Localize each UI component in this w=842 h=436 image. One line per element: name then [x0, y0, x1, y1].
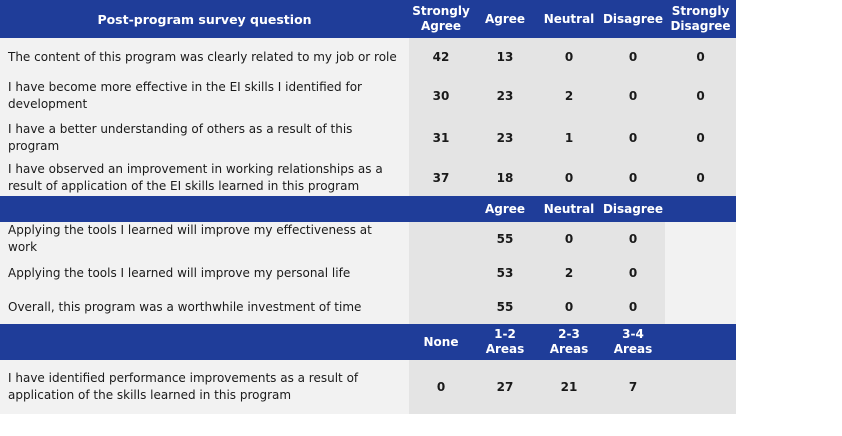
- strongly-disagree-value: 0: [665, 116, 736, 160]
- table-row: The content of this program was clearly …: [0, 38, 736, 76]
- neutral-header: Neutral: [543, 11, 595, 26]
- strongly-disagree-value: 0: [665, 38, 736, 76]
- empty-cell: [409, 222, 473, 256]
- strongly-agree-value: 42: [409, 38, 473, 76]
- question-text: I have a better understanding of others …: [8, 122, 353, 153]
- section3-header-row: None 1-2 Areas 2-3 Areas 3-4 Areas: [0, 324, 736, 360]
- table-row: Applying the tools I learned will improv…: [0, 256, 736, 290]
- strongly-agree-value: 30: [409, 76, 473, 116]
- table-row: I have observed an improvement in workin…: [0, 160, 736, 196]
- neutral-value: 1: [537, 116, 601, 160]
- agree-value: 18: [473, 160, 537, 196]
- neutral-value: 2: [537, 256, 601, 290]
- 2-3-areas-value: 21: [537, 360, 601, 414]
- disagree-header: Disagree: [602, 11, 664, 26]
- disagree-value: 0: [601, 290, 665, 324]
- question-text: Applying the tools I learned will improv…: [8, 265, 351, 280]
- question-text: Applying the tools I learned will improv…: [8, 223, 372, 254]
- disagree-value: 0: [601, 160, 665, 196]
- strongly-agree-value: 37: [409, 160, 473, 196]
- agree-value: 55: [473, 290, 537, 324]
- agree-value: 23: [473, 76, 537, 116]
- disagree-value: 0: [601, 222, 665, 256]
- neutral-value: 0: [537, 38, 601, 76]
- empty-cell: [409, 290, 473, 324]
- survey-results-table: Post-program survey question Strongly Ag…: [0, 0, 736, 414]
- question-text: I have identified performance improvemen…: [8, 371, 359, 402]
- 2-3-areas-header: 2-3 Areas: [549, 327, 589, 356]
- empty-cell: [665, 256, 736, 290]
- question-text: The content of this program was clearly …: [8, 49, 397, 64]
- none-header: None: [423, 334, 459, 349]
- strongly-agree-header: Strongly Agree: [412, 4, 470, 33]
- header-spacer: [665, 196, 736, 222]
- agree-value: 53: [473, 256, 537, 290]
- header-spacer: [665, 324, 736, 360]
- disagree-header: Disagree: [602, 201, 664, 216]
- table-row: Overall, this program was a worthwhile i…: [0, 290, 736, 324]
- question-text: I have become more effective in the EI s…: [8, 80, 362, 111]
- disagree-value: 0: [601, 256, 665, 290]
- neutral-value: 0: [537, 160, 601, 196]
- neutral-value: 2: [537, 76, 601, 116]
- disagree-value: 0: [601, 116, 665, 160]
- empty-cell: [409, 256, 473, 290]
- header-spacer: [0, 324, 409, 360]
- agree-header: Agree: [484, 11, 526, 26]
- table-row: I have identified performance improvemen…: [0, 360, 736, 414]
- table-row: I have a better understanding of others …: [0, 116, 736, 160]
- strongly-disagree-header: Strongly Disagree: [670, 4, 731, 33]
- question-text: I have observed an improvement in workin…: [8, 162, 383, 193]
- empty-cell: [665, 360, 736, 414]
- section1-header-row: Post-program survey question Strongly Ag…: [0, 0, 736, 38]
- header-spacer: [409, 196, 473, 222]
- empty-cell: [665, 290, 736, 324]
- table-row: Applying the tools I learned will improv…: [0, 222, 736, 256]
- disagree-value: 0: [601, 38, 665, 76]
- none-value: 0: [409, 360, 473, 414]
- question-text: Overall, this program was a worthwhile i…: [8, 299, 362, 314]
- 1-2-areas-value: 27: [473, 360, 537, 414]
- strongly-agree-value: 31: [409, 116, 473, 160]
- agree-value: 55: [473, 222, 537, 256]
- 1-2-areas-header: 1-2 Areas: [485, 327, 525, 356]
- empty-cell: [665, 222, 736, 256]
- strongly-disagree-value: 0: [665, 76, 736, 116]
- agree-header: Agree: [484, 201, 526, 216]
- header-spacer: [0, 196, 409, 222]
- question-column-header: Post-program survey question: [97, 11, 312, 27]
- neutral-value: 0: [537, 222, 601, 256]
- disagree-value: 0: [601, 76, 665, 116]
- 3-4-areas-header: 3-4 Areas: [613, 327, 653, 356]
- 3-4-areas-value: 7: [601, 360, 665, 414]
- neutral-value: 0: [537, 290, 601, 324]
- agree-value: 23: [473, 116, 537, 160]
- section2-header-row: Agree Neutral Disagree: [0, 196, 736, 222]
- table-row: I have become more effective in the EI s…: [0, 76, 736, 116]
- neutral-header: Neutral: [543, 201, 595, 216]
- strongly-disagree-value: 0: [665, 160, 736, 196]
- agree-value: 13: [473, 38, 537, 76]
